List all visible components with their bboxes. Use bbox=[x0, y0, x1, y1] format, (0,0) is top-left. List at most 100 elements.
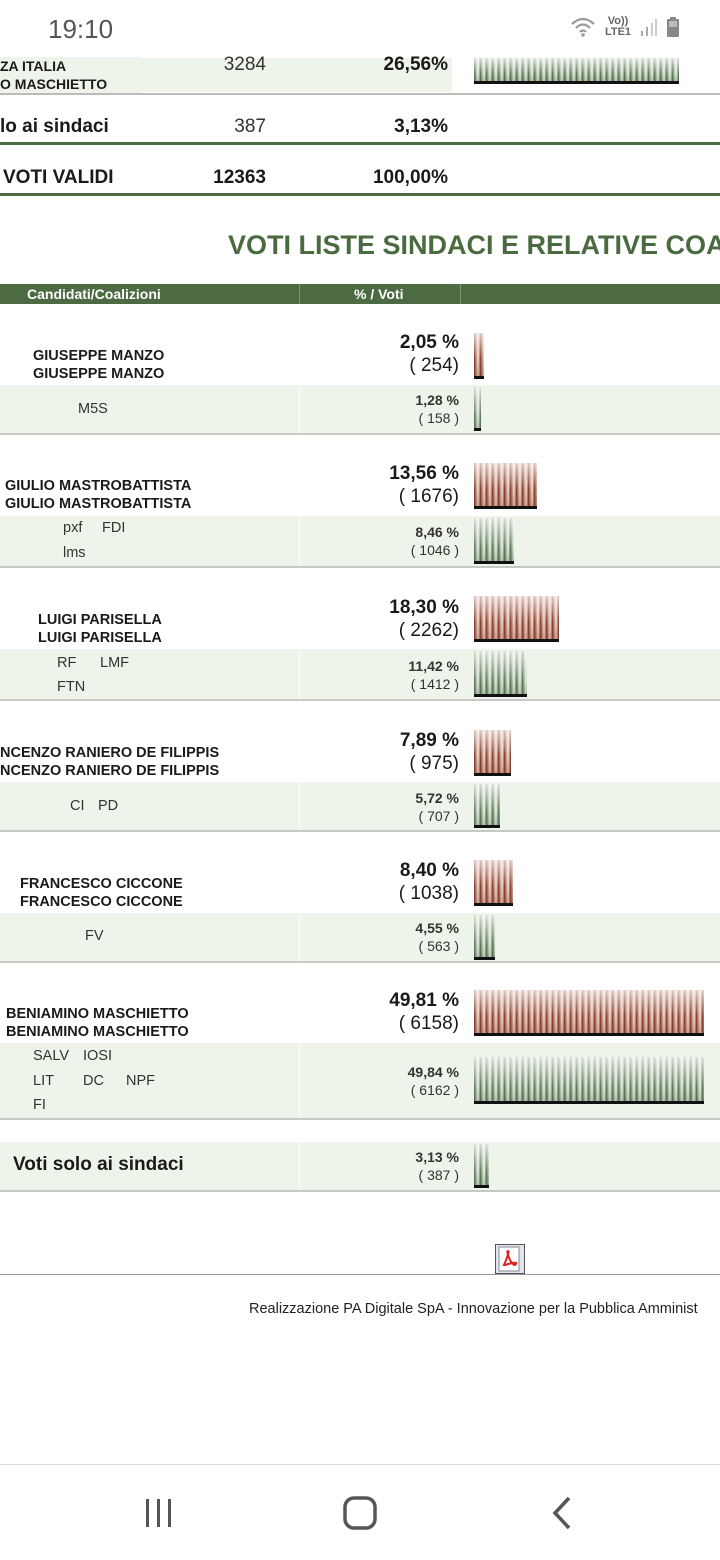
solo-sindaci-label: Voti solo ai sindaci bbox=[13, 1154, 184, 1175]
candidate-name-line1: BENIAMINO MASCHIETTO bbox=[6, 1006, 189, 1022]
block-separator bbox=[0, 1118, 720, 1120]
list-name: lms bbox=[63, 545, 86, 561]
list-name: LMF bbox=[100, 655, 129, 671]
list-votes: ( 1412 ) bbox=[410, 676, 459, 692]
pdf-icon-glyph bbox=[498, 1246, 520, 1272]
candidate-name-line2: GIULIO MASTROBATTISTA bbox=[5, 496, 192, 512]
signal-icon bbox=[641, 19, 657, 36]
summary-row-total-name: VOTI VALIDI bbox=[3, 167, 114, 188]
list-result: 49,84 % ( 6162 ) bbox=[408, 1063, 459, 1099]
list-name: RF bbox=[57, 655, 77, 671]
summary-row-sindaci-name: lo ai sindaci bbox=[0, 116, 109, 137]
pdf-icon[interactable] bbox=[495, 1244, 525, 1274]
wifi-icon bbox=[571, 17, 595, 37]
candidate-votes: ( 1038) bbox=[398, 883, 459, 904]
block-separator bbox=[0, 566, 720, 568]
divider bbox=[0, 1274, 720, 1275]
back-glyph bbox=[552, 1496, 571, 1530]
candidate-name: NCENZO RANIERO DE FILIPPIS NCENZO RANIER… bbox=[0, 744, 219, 780]
list-votes: ( 158 ) bbox=[418, 410, 459, 426]
candidate-bar bbox=[474, 730, 511, 776]
list-name: FTN bbox=[57, 679, 86, 695]
list-row: RF LMF FTN 11,42 % ( 1412 ) bbox=[0, 649, 720, 699]
header-candidates: Candidati/Coalizioni bbox=[27, 286, 161, 302]
list-row: SALV IOSI LIT DC NPF FI 49,84 % ( 6162 ) bbox=[0, 1043, 720, 1118]
candidate-result: 18,30 % ( 2262) bbox=[389, 596, 459, 642]
list-bar bbox=[474, 784, 500, 828]
recent-apps-icon[interactable] bbox=[143, 1497, 175, 1534]
divider bbox=[0, 93, 720, 95]
header-separator bbox=[299, 284, 300, 304]
candidate-bar bbox=[474, 333, 484, 379]
status-bar: 19:10 Vo)) LTE1 bbox=[0, 0, 720, 58]
list-name: LIT bbox=[33, 1073, 54, 1089]
solo-sindaci-percent: 3,13 % bbox=[415, 1149, 459, 1165]
list-votes: ( 707 ) bbox=[418, 808, 459, 824]
summary-row-sindaci-votes: 387 bbox=[234, 116, 266, 137]
list-votes: ( 6162 ) bbox=[410, 1082, 459, 1098]
candidate-name-line2: BENIAMINO MASCHIETTO bbox=[6, 1024, 189, 1040]
list-name: M5S bbox=[78, 401, 108, 417]
list-row: M5S 1,28 % ( 158 ) bbox=[0, 385, 720, 433]
list-row: FV 4,55 % ( 563 ) bbox=[0, 913, 720, 961]
list-name: FI bbox=[33, 1097, 46, 1113]
header-percent: % / Voti bbox=[354, 286, 404, 302]
list-percent: 5,72 % bbox=[415, 790, 459, 806]
list-row: CI PD 5,72 % ( 707 ) bbox=[0, 782, 720, 830]
candidate-percent: 49,81 % bbox=[389, 990, 459, 1011]
list-percent: 49,84 % bbox=[407, 1064, 459, 1080]
candidate-name-line1: NCENZO RANIERO DE FILIPPIS bbox=[0, 745, 220, 761]
list-bar bbox=[474, 518, 514, 564]
list-bar bbox=[474, 1057, 704, 1104]
candidate-name: BENIAMINO MASCHIETTO BENIAMINO MASCHIETT… bbox=[6, 1005, 189, 1041]
list-result: 4,55 % ( 563 ) bbox=[415, 919, 459, 955]
solo-sindaci-bar bbox=[474, 1144, 489, 1188]
list-bar bbox=[474, 651, 527, 697]
footer-credit: Realizzazione PA Digitale SpA - Innovazi… bbox=[249, 1301, 698, 1317]
block-separator bbox=[0, 961, 720, 963]
candidate-bar bbox=[474, 596, 559, 642]
candidate-votes: ( 975) bbox=[409, 753, 459, 774]
list-votes: ( 1046 ) bbox=[410, 542, 459, 558]
header-separator bbox=[460, 284, 461, 304]
divider bbox=[0, 193, 720, 196]
candidate-name-line2: GIUSEPPE MANZO bbox=[33, 366, 165, 382]
candidate-percent: 7,89 % bbox=[399, 730, 459, 751]
home-icon[interactable] bbox=[342, 1496, 378, 1535]
candidate-votes: ( 254) bbox=[409, 355, 459, 376]
candidate-name-line1: FRANCESCO CICCONE bbox=[20, 876, 183, 892]
list-result: 5,72 % ( 707 ) bbox=[415, 789, 459, 825]
summary-row-top-name-line1: ZA ITALIA bbox=[0, 58, 67, 74]
list-percent: 4,55 % bbox=[415, 920, 459, 936]
candidate-name-line2: FRANCESCO CICCONE bbox=[20, 894, 183, 910]
candidate-name-line1: LUIGI PARISELLA bbox=[38, 612, 162, 628]
list-name: IOSI bbox=[83, 1048, 113, 1064]
navigation-bar bbox=[0, 1464, 720, 1560]
summary-row-top: ZA ITALIA O MASCHIETTO 3284 26,56% bbox=[0, 54, 720, 93]
recent-apps-glyph bbox=[146, 1499, 171, 1527]
summary-row-sindaci-percent: 3,13% bbox=[394, 116, 448, 137]
block-separator bbox=[0, 699, 720, 701]
summary-row-top-name-line2: O MASCHIETTO bbox=[0, 76, 108, 92]
candidate-result: 8,40 % ( 1038) bbox=[399, 859, 459, 905]
candidate-bar bbox=[474, 860, 513, 906]
battery-icon bbox=[667, 17, 679, 37]
candidate-name: FRANCESCO CICCONE FRANCESCO CICCONE bbox=[20, 875, 183, 911]
back-icon[interactable] bbox=[550, 1496, 574, 1535]
summary-row-top-bar bbox=[474, 58, 679, 84]
list-votes: ( 563 ) bbox=[418, 938, 459, 954]
candidate-name: LUIGI PARISELLA LUIGI PARISELLA bbox=[38, 611, 162, 647]
candidate-result: 7,89 % ( 975) bbox=[400, 729, 459, 775]
candidate-bar bbox=[474, 463, 537, 509]
table-header: Candidati/Coalizioni % / Voti bbox=[0, 284, 720, 304]
candidate-name-line2: NCENZO RANIERO DE FILIPPIS bbox=[0, 763, 220, 779]
list-percent: 11,42 % bbox=[408, 658, 459, 674]
candidate-percent: 18,30 % bbox=[389, 597, 459, 618]
summary-row-top-votes: 3284 bbox=[223, 54, 266, 75]
list-name: PD bbox=[98, 798, 119, 814]
solo-sindaci-result: 3,13 % ( 387 ) bbox=[415, 1148, 459, 1184]
candidate-result: 49,81 % ( 6158) bbox=[389, 989, 459, 1035]
summary-row-total-percent: 100,00% bbox=[372, 167, 448, 188]
list-row: pxf FDI lms 8,46 % ( 1046 ) bbox=[0, 516, 720, 566]
block-separator bbox=[0, 1190, 720, 1192]
